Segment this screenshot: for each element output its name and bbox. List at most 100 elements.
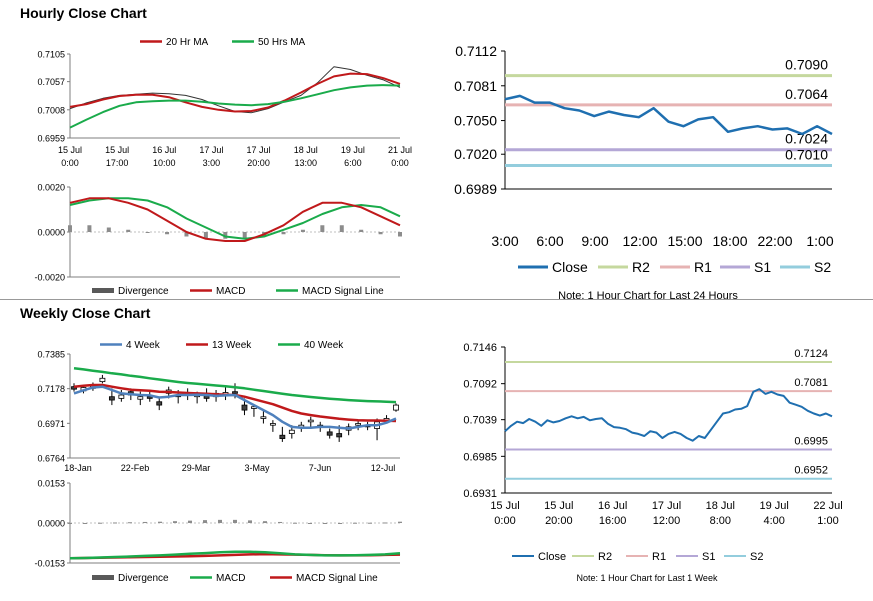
weekly-price-candle-body (118, 394, 125, 399)
weekly-macd-divergence-bar (158, 521, 162, 523)
weekly-price-candle-body (260, 416, 267, 419)
weekly-price-candle-body (156, 401, 163, 406)
hourly-price-x-tick-label: 6:00 (344, 158, 362, 168)
weekly-sr-legend-label: Close (538, 551, 566, 563)
hourly-price-legend-label: 20 Hr MA (166, 37, 209, 48)
weekly-macd-legend-label: MACD (216, 573, 245, 584)
weekly-sr-x-tick-label: 20:00 (545, 515, 573, 527)
hourly-macd-y-tick-label: -0.0020 (34, 273, 65, 283)
weekly-macd-divergence-bar (203, 520, 207, 523)
hourly-sr-level-label: 0.7064 (785, 86, 828, 102)
hourly-price-y-tick-label: 0.6959 (37, 134, 65, 144)
hourly-price-x-tick-label: 17 Jul (199, 145, 223, 155)
weekly-macd-divergence-bar (143, 521, 147, 523)
weekly-macd-divergence-bar (338, 523, 342, 524)
hourly-macd-divergence-bar (378, 232, 383, 235)
hourly-macd-divergence-bar (145, 232, 150, 233)
hourly-macd-legend-label: Divergence (118, 286, 169, 297)
weekly-macd-legend-swatch (92, 575, 114, 580)
section-divider (0, 299, 873, 300)
hourly-sr-legend-label: S2 (814, 259, 831, 275)
hourly-macd-divergence-bar (203, 232, 208, 239)
weekly-sr-x-tick-label: 1:00 (817, 515, 838, 527)
weekly-macd-y-tick-label: -0.0153 (34, 559, 65, 569)
weekly-macd-y-tick-label: 0.0000 (37, 519, 65, 529)
weekly-price-candle-body (232, 391, 238, 394)
weekly-price-x-tick-label: 18-Jan (64, 463, 92, 473)
weekly-price-candle-body (108, 396, 115, 401)
hourly-macd-divergence-bar (126, 229, 131, 232)
hourly-macd-legend-swatch (92, 288, 114, 293)
hourly-macd-legend-label: MACD Signal Line (302, 286, 384, 297)
hourly-sr-level-label: 0.7010 (785, 146, 828, 162)
hourly-macd-divergence-bar (106, 227, 111, 232)
weekly-price-candle-body (326, 431, 333, 436)
hourly-macd-line (69, 197, 401, 242)
hourly-price-x-tick-label: 18 Jul (294, 145, 318, 155)
hourly-macd-divergence-bar (398, 232, 402, 237)
weekly-sr-level-label: 0.6995 (794, 436, 828, 448)
hourly-sr-level-label: 0.7024 (785, 131, 828, 147)
hourly-price-y-tick-label: 0.7008 (37, 105, 65, 115)
weekly-price-legend-label: 13 Week (212, 340, 252, 351)
weekly-price-x-tick-label: 12-Jul (371, 463, 396, 473)
weekly-sr-legend-label: R2 (598, 551, 612, 563)
weekly-price-y-tick-label: 0.7178 (37, 384, 65, 394)
hourly-macd-divergence-bar (281, 232, 286, 235)
hourly-macd-divergence-bar (87, 225, 92, 232)
weekly-section-title: Weekly Close Chart (20, 305, 151, 321)
hourly-price-x-tick-label: 13:00 (294, 158, 317, 168)
weekly-price-candle-body (146, 396, 153, 399)
hourly-section-title: Hourly Close Chart (20, 5, 147, 21)
weekly-macd-divergence-bar (113, 522, 117, 524)
weekly-macd-line (69, 550, 401, 560)
hourly-sr-y-tick-label: 0.7050 (454, 113, 497, 129)
weekly-sr-x-tick-label: 16 Jul (598, 500, 627, 512)
hourly-sr-y-tick-label: 0.7020 (454, 146, 497, 162)
weekly-macd-divergence-bar (278, 521, 282, 523)
hourly-sr-x-tick-label: 18:00 (712, 233, 747, 249)
weekly-macd-divergence-bar (83, 523, 87, 524)
hourly-price-x-tick-label: 15 Jul (58, 145, 82, 155)
hourly-price-y-tick-label: 0.7105 (37, 50, 65, 60)
weekly-macd-legend-label: MACD Signal Line (296, 573, 378, 584)
hourly-sr-x-tick-label: 12:00 (622, 233, 657, 249)
hourly-macd-signal-line (69, 197, 401, 240)
weekly-sr-x-tick-label: 4:00 (763, 515, 784, 527)
hourly-macd-divergence-bar (359, 229, 364, 232)
weekly-macd-divergence-bar (188, 520, 192, 523)
weekly-price-y-tick-label: 0.7385 (37, 350, 65, 360)
hourly-macd-divergence-bar (68, 225, 72, 232)
hourly-sr-y-tick-label: 0.7081 (454, 78, 497, 94)
hourly-price-legend-label: 50 Hrs MA (258, 37, 306, 48)
weekly-sr-y-tick-label: 0.6985 (463, 451, 497, 463)
weekly-sr-legend-label: R1 (652, 551, 666, 563)
weekly-price-y-tick-label: 0.6764 (37, 454, 65, 464)
weekly-macd-divergence-bar (398, 521, 402, 523)
weekly-macd-divergence-bar (128, 522, 132, 524)
weekly-sr-close-line (504, 388, 833, 442)
hourly-price-20hr-ma-line (69, 72, 401, 113)
weekly-sr-level-label: 0.7124 (794, 348, 828, 360)
weekly-price-40wk-line (73, 366, 397, 404)
weekly-sr-x-tick-label: 18 Jul (706, 500, 735, 512)
weekly-macd-divergence-bar (98, 522, 102, 524)
hourly-sr-note: Note: 1 Hour Chart for Last 24 Hours (558, 290, 738, 302)
hourly-price-x-tick-label: 0:00 (61, 158, 79, 168)
weekly-macd-divergence-bar (263, 521, 267, 523)
hourly-price-x-tick-label: 20:00 (247, 158, 270, 168)
weekly-price-y-tick-label: 0.6971 (37, 419, 65, 429)
weekly-price-4wk-line (73, 385, 397, 430)
hourly-sr-close-line (504, 94, 833, 136)
weekly-sr-x-tick-label: 16:00 (599, 515, 627, 527)
weekly-sr-y-tick-label: 0.7092 (463, 379, 497, 391)
weekly-sr-x-tick-label: 8:00 (710, 515, 731, 527)
hourly-macd-divergence-bar (223, 232, 228, 239)
hourly-price-x-tick-label: 10:00 (153, 158, 176, 168)
weekly-macd-divergence-bar (68, 523, 72, 524)
weekly-macd-legend-label: Divergence (118, 573, 169, 584)
weekly-sr-x-tick-label: 12:00 (653, 515, 681, 527)
hourly-macd-y-tick-label: 0.0000 (37, 228, 65, 238)
hourly-macd-y-tick-label: 0.0020 (37, 183, 65, 193)
weekly-sr-x-tick-label: 22 Jul (813, 500, 842, 512)
